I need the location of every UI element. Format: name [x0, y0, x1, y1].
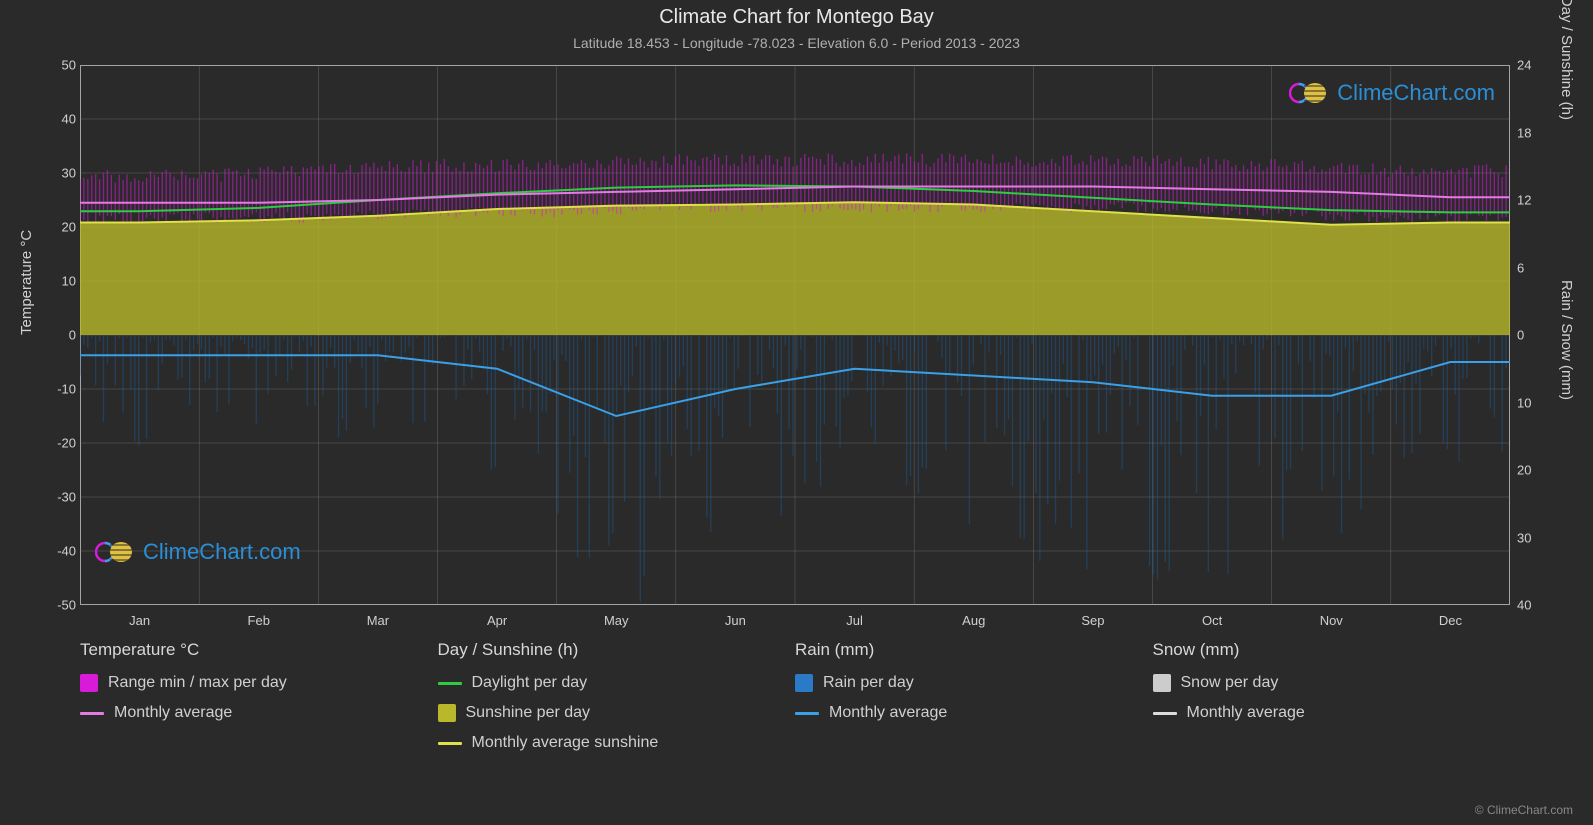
x-tick: Feb	[248, 613, 270, 628]
legend-label: Monthly average	[114, 704, 232, 722]
y-tick-left: 20	[48, 220, 76, 235]
chart-svg	[80, 65, 1510, 605]
legend-item: Snow per day	[1153, 674, 1511, 692]
legend-label: Range min / max per day	[108, 674, 287, 692]
logo-top-right: ClimeChart.com	[1289, 80, 1495, 106]
y-tick-left: 50	[48, 58, 76, 73]
y-tick-left: -10	[48, 382, 76, 397]
logo-text: ClimeChart.com	[1337, 80, 1495, 106]
y-tick-right: 20	[1517, 463, 1545, 478]
legend-item: Range min / max per day	[80, 674, 438, 692]
legend-title: Temperature °C	[80, 640, 438, 660]
legend-item: Monthly average	[795, 704, 1153, 722]
x-tick: Jan	[129, 613, 150, 628]
legend-label: Daylight per day	[472, 674, 588, 692]
legend-item: Sunshine per day	[438, 704, 796, 722]
y-tick-right: 10	[1517, 395, 1545, 410]
legend-item: Monthly average	[80, 704, 438, 722]
y-axis-right-bottom-label: Rain / Snow (mm)	[1558, 280, 1575, 400]
y-tick-left: 30	[48, 166, 76, 181]
legend-column: Temperature °C Range min / max per day Mon…	[80, 640, 438, 764]
legend-label: Sunshine per day	[466, 704, 591, 722]
y-tick-left: 0	[48, 328, 76, 343]
x-tick: Nov	[1320, 613, 1343, 628]
x-tick: Mar	[367, 613, 389, 628]
y-tick-right: 12	[1517, 193, 1545, 208]
legend-swatch-box	[795, 674, 813, 692]
y-tick-left: -40	[48, 544, 76, 559]
x-tick: May	[604, 613, 629, 628]
logo-icon	[1289, 80, 1331, 106]
chart-subtitle: Latitude 18.453 - Longitude -78.023 - El…	[0, 35, 1593, 51]
y-tick-right: 18	[1517, 125, 1545, 140]
legend-column: Snow (mm) Snow per day Monthly average	[1153, 640, 1511, 764]
legend-swatch-box	[80, 674, 98, 692]
legend-item: Rain per day	[795, 674, 1153, 692]
legend-swatch-line	[438, 742, 462, 745]
legend-label: Monthly average	[829, 704, 947, 722]
legend-swatch-box	[438, 704, 456, 722]
legend-swatch-line	[438, 682, 462, 685]
x-tick: Jul	[846, 613, 863, 628]
x-tick: Oct	[1202, 613, 1222, 628]
legend-item: Monthly average sunshine	[438, 734, 796, 752]
y-tick-right: 6	[1517, 260, 1545, 275]
footer-copyright: © ClimeChart.com	[1475, 803, 1573, 817]
y-tick-right: 30	[1517, 530, 1545, 545]
legend-item: Monthly average	[1153, 704, 1511, 722]
y-tick-right: 24	[1517, 58, 1545, 73]
legend-swatch-box	[1153, 674, 1171, 692]
legend-item: Daylight per day	[438, 674, 796, 692]
y-tick-left: -20	[48, 436, 76, 451]
y-tick-left: 10	[48, 274, 76, 289]
y-tick-right: 40	[1517, 598, 1545, 613]
legend-column: Rain (mm) Rain per day Monthly average	[795, 640, 1153, 764]
x-tick: Dec	[1439, 613, 1462, 628]
legend-label: Rain per day	[823, 674, 914, 692]
chart-plot-area: ClimeChart.com ClimeChart.com	[80, 65, 1510, 605]
legend-swatch-line	[1153, 712, 1177, 715]
x-tick: Sep	[1081, 613, 1104, 628]
legend-label: Snow per day	[1181, 674, 1279, 692]
y-axis-right-top-label: Day / Sunshine (h)	[1558, 0, 1575, 120]
x-tick: Aug	[962, 613, 985, 628]
logo-text: ClimeChart.com	[143, 539, 301, 565]
legend-label: Monthly average sunshine	[472, 734, 659, 752]
x-tick: Jun	[725, 613, 746, 628]
legend-title: Rain (mm)	[795, 640, 1153, 660]
y-tick-left: 40	[48, 112, 76, 127]
legend-swatch-line	[80, 712, 104, 715]
y-tick-right: 0	[1517, 328, 1545, 343]
legend-title: Day / Sunshine (h)	[438, 640, 796, 660]
legend-swatch-line	[795, 712, 819, 715]
y-tick-left: -30	[48, 490, 76, 505]
y-tick-left: -50	[48, 598, 76, 613]
legend: Temperature °C Range min / max per day Mon…	[80, 640, 1510, 764]
legend-title: Snow (mm)	[1153, 640, 1511, 660]
y-axis-left-label: Temperature °C	[18, 230, 35, 335]
chart-title: Climate Chart for Montego Bay	[0, 0, 1593, 29]
legend-column: Day / Sunshine (h) Daylight per day Sunshi…	[438, 640, 796, 764]
logo-bottom-left: ClimeChart.com	[95, 539, 301, 565]
x-tick: Apr	[487, 613, 507, 628]
legend-label: Monthly average	[1187, 704, 1305, 722]
logo-icon	[95, 539, 137, 565]
